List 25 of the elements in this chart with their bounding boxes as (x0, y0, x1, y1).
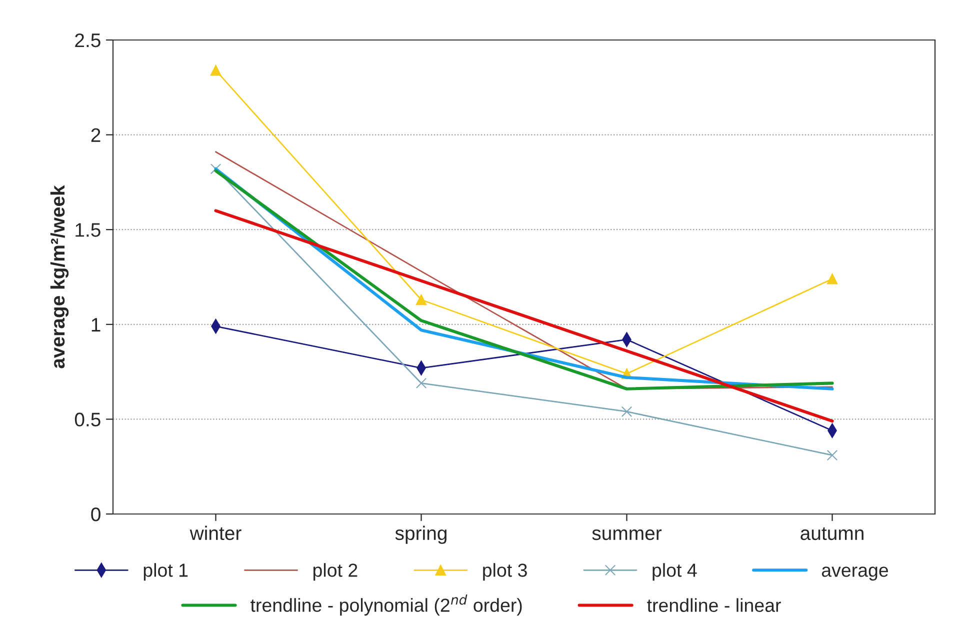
legend-label: plot 3 (483, 563, 527, 581)
legend-label: trendline - linear (647, 598, 781, 612)
point (826, 274, 838, 284)
point (416, 378, 427, 389)
y-tick-label: 0.5 (74, 412, 100, 426)
y-axis-title: average kg/m²/week (50, 185, 69, 368)
legend-label: trendline - polynomial (2$^{nd}$ order) (250, 594, 522, 616)
legend-label: plot 2 (313, 563, 358, 581)
point (210, 64, 222, 76)
x-tick-label: autumn (800, 527, 864, 540)
y-tick-label: 2 (91, 128, 100, 142)
x-tick-label: summer (592, 529, 662, 540)
y-tick-label: 1.5 (76, 223, 100, 237)
y-tick-label: 1 (92, 318, 100, 332)
legend-label: average (822, 566, 888, 581)
y-tick-label: 2.5 (75, 33, 100, 48)
y-tick-label: 0 (91, 507, 100, 522)
x-tick-label: spring (395, 526, 446, 544)
point (621, 406, 632, 417)
legend-label: plot 4 (652, 563, 697, 581)
point (416, 294, 427, 306)
x-tick-label: winter (190, 526, 242, 540)
point (826, 450, 838, 461)
legend-label: plot 1 (144, 563, 188, 581)
line-series (214, 209, 834, 423)
